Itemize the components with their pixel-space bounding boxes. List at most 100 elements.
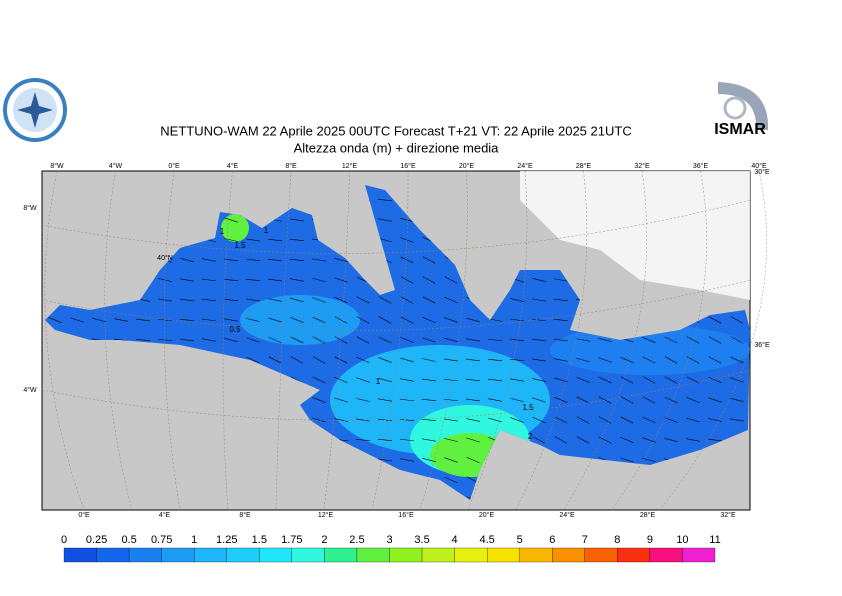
direction-arrow bbox=[532, 318, 546, 322]
graticule-label: 36°E bbox=[693, 162, 709, 170]
direction-arrow bbox=[268, 278, 282, 282]
graticule-label: 40°N bbox=[157, 254, 173, 262]
direction-arrow bbox=[334, 397, 348, 403]
direction-arrow bbox=[158, 298, 172, 302]
direction-arrow bbox=[202, 338, 216, 342]
direction-arrow bbox=[312, 258, 326, 262]
direction-arrow bbox=[620, 396, 634, 404]
colorbar: 0 0.25 0.5 0.75 1 1.25 1.5 1.75 2 2.5 3 3.5 4 4.5 5 6 7 8… bbox=[61, 534, 721, 563]
direction-arrow bbox=[576, 436, 590, 444]
direction-arrow bbox=[686, 438, 700, 442]
direction-arrow bbox=[180, 278, 194, 282]
direction-arrow bbox=[180, 318, 194, 322]
direction-arrow bbox=[378, 398, 392, 402]
direction-arrow bbox=[620, 356, 634, 364]
direction-arrow bbox=[356, 316, 370, 324]
direction-arrow bbox=[312, 417, 326, 423]
direction-arrow bbox=[598, 376, 612, 384]
graticule-label: 0°E bbox=[78, 511, 90, 519]
direction-arrow bbox=[400, 337, 414, 343]
direction-arrow bbox=[554, 358, 568, 362]
direction-arrow bbox=[202, 318, 216, 322]
direction-arrow bbox=[532, 436, 546, 444]
contour-label: 2 bbox=[528, 432, 533, 441]
direction-arrow bbox=[400, 276, 414, 284]
direction-arrow bbox=[422, 438, 436, 442]
logo-left bbox=[3, 78, 67, 142]
direction-arrow bbox=[48, 317, 62, 323]
direction-arrow bbox=[180, 338, 194, 342]
colorbar-label: 11 bbox=[709, 534, 720, 546]
direction-arrow bbox=[334, 296, 348, 304]
direction-arrow bbox=[224, 238, 238, 242]
colorbar-label: 1.5 bbox=[252, 534, 267, 546]
direction-arrow bbox=[664, 396, 678, 404]
direction-arrow bbox=[422, 296, 436, 304]
direction-arrow bbox=[510, 358, 524, 362]
direction-arrow bbox=[444, 296, 458, 304]
graticule-label: 30°E bbox=[754, 168, 770, 176]
direction-arrow bbox=[246, 318, 260, 322]
direction-arrow bbox=[400, 378, 414, 382]
direction-arrow bbox=[510, 318, 524, 322]
direction-arrow bbox=[664, 437, 678, 443]
colorbar-label: 0.75 bbox=[151, 534, 172, 546]
direction-arrow bbox=[422, 457, 436, 463]
direction-arrow bbox=[620, 416, 634, 424]
direction-arrow bbox=[686, 417, 700, 423]
direction-arrow bbox=[532, 338, 546, 342]
meridian bbox=[104, 170, 133, 511]
graticule-label: 32°E bbox=[720, 511, 736, 519]
direction-arrow bbox=[378, 458, 392, 462]
meridian bbox=[163, 170, 181, 511]
graticule-label: 40°E bbox=[751, 162, 767, 170]
direction-arrow bbox=[554, 338, 568, 342]
direction-arrow bbox=[708, 376, 722, 384]
direction-arrow bbox=[642, 396, 656, 404]
direction-arrow bbox=[356, 377, 370, 383]
direction-arrow bbox=[510, 378, 524, 382]
meridian bbox=[323, 170, 350, 511]
direction-arrow bbox=[554, 416, 568, 424]
colorbar-label: 8 bbox=[614, 534, 620, 546]
direction-arrow bbox=[290, 258, 304, 262]
direction-arrow bbox=[378, 296, 392, 304]
direction-arrow bbox=[532, 298, 546, 302]
contour-label: 0.5 bbox=[229, 325, 241, 334]
meridian bbox=[275, 170, 292, 511]
direction-arrow bbox=[576, 338, 590, 342]
colorbar-swatch bbox=[194, 547, 227, 563]
direction-arrow bbox=[136, 318, 150, 322]
direction-arrow bbox=[422, 276, 436, 284]
colorbar-swatch bbox=[552, 547, 585, 563]
parallel bbox=[41, 279, 751, 331]
direction-arrow bbox=[444, 276, 458, 284]
direction-arrow bbox=[356, 438, 370, 442]
colorbar-swatch bbox=[356, 547, 390, 563]
graticule-label: 28°E bbox=[640, 511, 656, 519]
direction-arrow bbox=[620, 457, 634, 463]
colorbar-label: 1.75 bbox=[281, 534, 302, 546]
direction-arrow bbox=[312, 277, 326, 283]
direction-arrow bbox=[268, 337, 282, 343]
direction-arrow bbox=[620, 436, 634, 444]
direction-arrow bbox=[466, 418, 480, 422]
graticule-label: 32°E bbox=[634, 162, 650, 170]
direction-arrow bbox=[268, 258, 282, 262]
direction-arrow bbox=[378, 438, 392, 442]
meridian bbox=[222, 170, 233, 511]
direction-arrow bbox=[334, 376, 348, 384]
direction-arrow bbox=[422, 358, 436, 362]
colorbar-swatch bbox=[128, 547, 162, 563]
colorbar-label: 2.5 bbox=[349, 534, 364, 546]
graticule-label: 16°E bbox=[400, 162, 416, 170]
colorbar-swatch bbox=[96, 547, 130, 563]
direction-arrow bbox=[642, 458, 656, 462]
graticule: 8°W 4°W 0°E 4°E 8°E 12°E 16°E 20°E 24°E 28°E 32°E 3… bbox=[23, 162, 770, 519]
colorbar-swatch bbox=[63, 547, 97, 563]
direction-arrow bbox=[686, 356, 700, 364]
colorbar-swatch bbox=[519, 547, 553, 563]
graticule-label: 36°E bbox=[754, 341, 770, 349]
logo-text: ISMAR bbox=[714, 121, 766, 138]
direction-arrow bbox=[444, 438, 458, 442]
